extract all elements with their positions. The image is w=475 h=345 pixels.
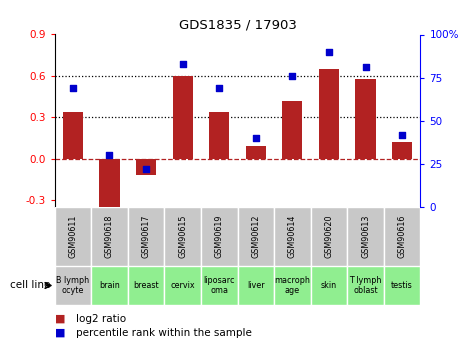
Bar [238,266,274,305]
Text: T lymph
oblast: T lymph oblast [349,276,382,295]
Point [69,85,77,91]
Text: ■: ■ [55,328,65,338]
Bar [384,207,420,266]
Title: GDS1835 / 17903: GDS1835 / 17903 [179,19,296,32]
Text: testis: testis [391,281,413,290]
Text: GSM90617: GSM90617 [142,215,151,258]
Text: GSM90611: GSM90611 [68,215,77,258]
Text: cervix: cervix [171,281,195,290]
Text: cell line: cell line [10,280,50,290]
Bar [311,266,347,305]
Point [142,166,150,172]
Bar [246,146,266,159]
Text: liposarc
oma: liposarc oma [203,276,235,295]
Text: GSM90619: GSM90619 [215,215,224,258]
Text: brain: brain [99,281,120,290]
Bar [392,142,412,159]
Point [105,152,113,158]
Bar [209,112,229,159]
Bar [274,266,311,305]
Bar [91,207,128,266]
Bar [128,207,164,266]
Text: breast: breast [133,281,159,290]
Text: GSM90613: GSM90613 [361,215,370,258]
Bar [355,79,376,159]
Bar [347,207,384,266]
Bar [164,207,201,266]
Bar [55,207,91,266]
Text: GSM90620: GSM90620 [324,215,333,258]
Bar [128,266,164,305]
Bar [274,207,311,266]
Bar [201,266,238,305]
Text: GSM90614: GSM90614 [288,215,297,258]
Bar [63,112,83,159]
Text: GSM90616: GSM90616 [398,215,407,258]
Point [398,132,406,137]
Bar [91,266,128,305]
Bar [172,76,193,159]
Text: GSM90615: GSM90615 [178,215,187,258]
Point [325,49,332,55]
Text: log2 ratio: log2 ratio [76,314,126,324]
Point [289,73,296,79]
Point [362,65,370,70]
Text: liver: liver [247,281,265,290]
Text: skin: skin [321,281,337,290]
Text: B lymph
ocyte: B lymph ocyte [57,276,89,295]
Bar [319,69,339,159]
Bar [311,207,347,266]
Text: ■: ■ [55,314,65,324]
Point [179,61,186,67]
Point [252,135,259,141]
Bar [99,159,120,210]
Bar [238,207,274,266]
Text: GSM90612: GSM90612 [251,215,260,258]
Bar [164,266,201,305]
Text: macroph
age: macroph age [275,276,310,295]
Bar [384,266,420,305]
Point [216,85,223,91]
Bar [136,159,156,175]
Text: percentile rank within the sample: percentile rank within the sample [76,328,252,338]
Text: GSM90618: GSM90618 [105,215,114,258]
Bar [282,101,303,159]
Bar [55,266,91,305]
Bar [201,207,238,266]
Bar [347,266,384,305]
